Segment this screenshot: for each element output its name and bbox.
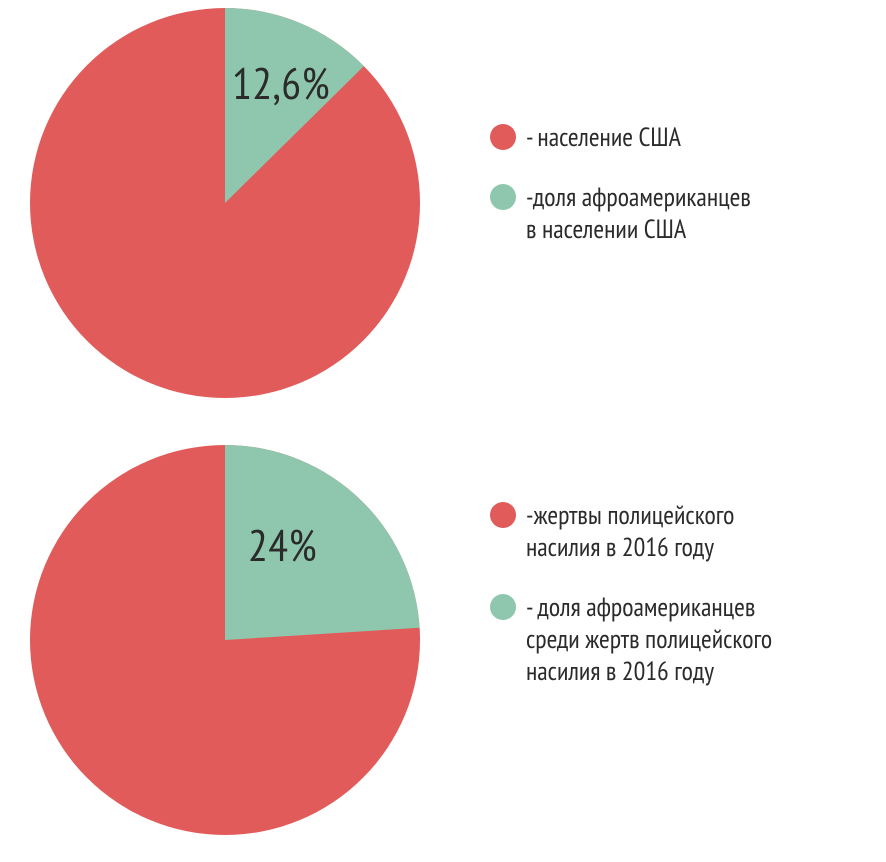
chart-victims: 24% -жертвы полицейского насилия в 2016 … — [0, 430, 886, 862]
pie-svg-population — [30, 8, 420, 398]
chart-population: 12,6% - население США -доля афроамерикан… — [0, 0, 886, 430]
pie-label-population: 12,6% — [232, 62, 330, 106]
pie-population — [30, 8, 420, 403]
pie-label-victims: 24% — [248, 524, 317, 568]
legend-item: -доля афроамериканцев в населении США — [490, 182, 751, 246]
legend-text: - население США — [526, 122, 681, 154]
legend-text: -доля афроамериканцев в населении США — [526, 182, 751, 246]
pie-svg-victims — [30, 445, 420, 835]
legend-dot — [490, 184, 516, 210]
legend-dot — [490, 502, 516, 528]
legend-text: - доля афроамериканцев среди жертв полиц… — [526, 592, 772, 688]
legend-item: -жертвы полицейского насилия в 2016 году — [490, 500, 772, 564]
legend-dot — [490, 594, 516, 620]
pie-victims — [30, 445, 420, 840]
legend-item: - доля афроамериканцев среди жертв полиц… — [490, 592, 772, 688]
legend-text: -жертвы полицейского насилия в 2016 году — [526, 500, 734, 564]
legend-dot — [490, 124, 516, 150]
legend-population: - население США -доля афроамериканцев в … — [490, 122, 751, 274]
legend-item: - население США — [490, 122, 751, 154]
legend-victims: -жертвы полицейского насилия в 2016 году… — [490, 500, 772, 716]
